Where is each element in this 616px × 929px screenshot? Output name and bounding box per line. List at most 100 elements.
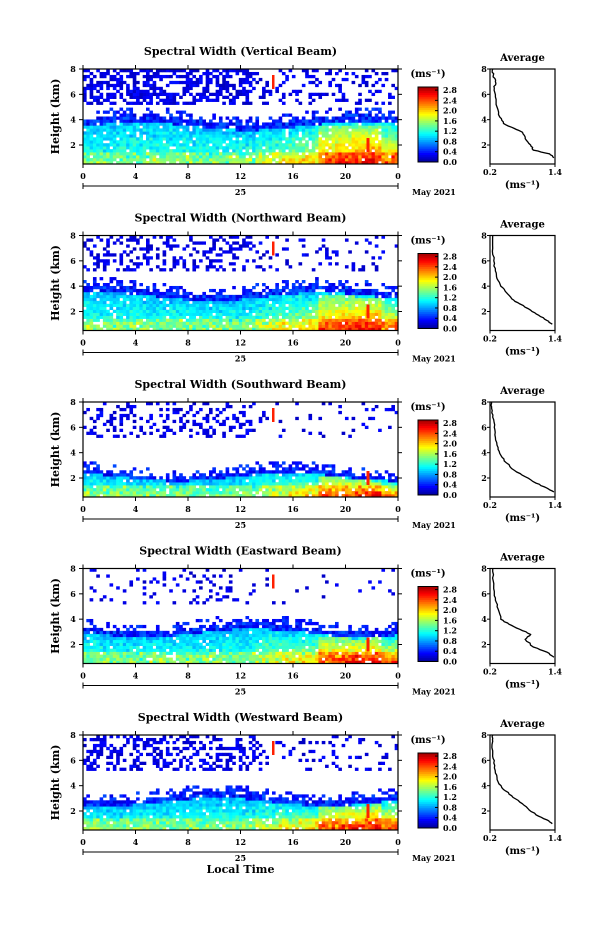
heatmap-cell <box>106 309 110 313</box>
heatmap-cell <box>371 256 376 260</box>
heatmap-cell <box>381 149 386 153</box>
heatmap-cell <box>228 294 233 299</box>
heatmap-cell <box>136 479 140 483</box>
heatmap-cell <box>275 125 279 129</box>
heatmap-cell <box>142 300 147 305</box>
heatmap-cell <box>99 152 104 156</box>
heatmap-cell <box>126 265 130 269</box>
heatmap-cell <box>205 324 210 328</box>
heatmap-cell <box>301 482 306 486</box>
heatmap-cell <box>318 324 323 328</box>
heatmap-cell <box>149 324 153 328</box>
heatmap-cell <box>162 125 167 129</box>
heatmap-cell <box>212 241 216 245</box>
heatmap-cell <box>209 300 213 305</box>
heatmap-cell <box>268 131 273 135</box>
colorbar-segment <box>418 128 438 131</box>
heatmap-cell <box>99 80 104 85</box>
heatmap-cell <box>341 482 346 486</box>
heatmap-cell <box>341 312 346 316</box>
heatmap-cell <box>331 152 336 156</box>
heatmap-cell <box>242 291 246 296</box>
heatmap-cell <box>106 250 110 254</box>
heatmap-cell <box>116 71 120 76</box>
heatmap-cell <box>305 306 309 311</box>
heatmap-cell <box>384 161 389 165</box>
heatmap-cell <box>315 491 319 495</box>
heatmap-cell <box>215 309 220 313</box>
heatmap-cell <box>199 155 203 159</box>
heatmap-cell <box>371 262 376 266</box>
heatmap-cell <box>122 407 127 412</box>
heatmap-cell <box>235 491 240 495</box>
heatmap-cell <box>248 297 253 302</box>
profile-y-tick-label: 2 <box>481 140 487 150</box>
heatmap-cell <box>335 83 339 88</box>
heatmap-cell <box>149 309 153 313</box>
heatmap-cell <box>262 324 266 328</box>
heatmap-cell <box>89 485 94 489</box>
heatmap-cell <box>199 300 203 305</box>
colorbar-segment <box>418 88 438 92</box>
heatmap-cell <box>218 143 223 147</box>
heatmap-cell <box>268 149 273 153</box>
heatmap-cell <box>391 116 395 120</box>
heatmap-cell <box>149 268 153 272</box>
heatmap-cell <box>86 303 90 308</box>
heatmap-cell <box>155 297 160 302</box>
heatmap-cell <box>179 657 183 661</box>
heatmap-cell <box>86 288 90 293</box>
colorbar-segment <box>418 438 438 442</box>
heatmap-cell <box>159 152 163 156</box>
heatmap-cell <box>228 140 233 144</box>
heatmap-cell <box>361 265 366 269</box>
heatmap-cell <box>348 158 352 162</box>
heatmap-cell <box>354 161 359 165</box>
heatmap-cell <box>258 309 263 313</box>
heatmap-cell <box>378 491 382 495</box>
heatmap-cell <box>335 324 339 328</box>
heatmap-cell <box>281 143 286 147</box>
heatmap-cell <box>335 321 339 325</box>
heatmap-cell <box>192 143 197 147</box>
heatmap-cell <box>384 134 389 138</box>
heatmap-cell <box>278 327 283 331</box>
heatmap-cell <box>215 259 220 263</box>
heatmap-cell <box>172 294 177 299</box>
heatmap-cell <box>149 244 153 248</box>
heatmap-cell <box>182 315 187 319</box>
heatmap-cell <box>102 149 107 153</box>
heatmap-cell <box>262 253 266 257</box>
heatmap-cell <box>169 235 173 239</box>
heatmap-cell <box>295 116 299 120</box>
heatmap-cell <box>235 324 240 328</box>
heatmap-cell <box>179 110 183 114</box>
heatmap-cell <box>185 482 190 486</box>
heatmap-cell <box>368 312 372 316</box>
heatmap-cell <box>212 494 216 498</box>
heatmap-cell <box>106 283 110 287</box>
heatmap-cell <box>278 161 283 165</box>
heatmap-cell <box>122 318 127 322</box>
heatmap-cell <box>368 291 372 296</box>
heatmap-cell <box>92 488 97 492</box>
heatmap-cell <box>262 303 266 308</box>
heatmap-cell <box>179 425 183 430</box>
colorbar-segment <box>418 126 438 129</box>
heatmap-cell <box>132 143 137 147</box>
heatmap-cell <box>315 294 319 299</box>
heatmap-cell <box>146 116 150 120</box>
heatmap-cell <box>102 80 107 85</box>
heatmap-cell <box>152 143 157 147</box>
heatmap-cell <box>83 425 87 430</box>
heatmap-cell <box>328 300 332 305</box>
heatmap-cell <box>351 122 356 126</box>
heatmap-cell <box>328 494 332 498</box>
heatmap-cell <box>175 158 180 162</box>
heatmap-cells <box>83 69 399 165</box>
heatmap-cell <box>288 113 293 117</box>
heatmap-cell <box>169 306 173 311</box>
heatmap-cell <box>351 128 356 132</box>
heatmap-cell <box>301 309 306 313</box>
heatmap-cell <box>341 285 346 290</box>
